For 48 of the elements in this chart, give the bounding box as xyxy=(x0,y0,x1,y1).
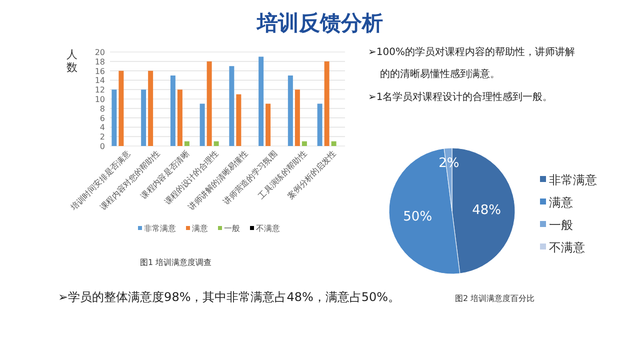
bar xyxy=(288,76,293,146)
legend-label: 满意 xyxy=(192,224,208,233)
bar xyxy=(177,90,182,146)
caption: 图1 培训满意度调查 xyxy=(140,258,212,267)
chart-title: 培训反馈分析 xyxy=(256,11,383,35)
bar xyxy=(206,61,212,146)
bar xyxy=(200,104,205,146)
y-tick-label: 8 xyxy=(100,104,105,114)
y-tick-label: 6 xyxy=(100,114,105,123)
bar xyxy=(324,61,330,146)
legend-label: 不满意 xyxy=(256,224,280,233)
legend-label: 一般 xyxy=(224,224,240,233)
bar xyxy=(236,94,242,146)
bar xyxy=(170,76,176,146)
legend-label: 一般 xyxy=(549,218,573,232)
bar xyxy=(148,70,154,146)
caption: 图2 培训满意度百分比 xyxy=(455,294,535,303)
legend-label: 满意 xyxy=(549,196,573,210)
y-tick-label: 16 xyxy=(94,66,105,76)
bar xyxy=(302,141,307,146)
bar xyxy=(141,90,146,146)
bar xyxy=(331,141,336,146)
y-axis-title: 人数 xyxy=(66,48,78,74)
y-tick-label: 4 xyxy=(100,123,105,132)
legend-label: 不满意 xyxy=(549,240,585,254)
legend-label: 非常满意 xyxy=(549,173,597,187)
y-tick-label: 12 xyxy=(94,86,105,95)
y-tick-label: 18 xyxy=(94,57,105,66)
y-tick-label: 2 xyxy=(100,132,105,142)
bar xyxy=(266,104,271,146)
y-tick-label: 20 xyxy=(94,48,105,57)
legend-label: 非常满意 xyxy=(144,224,176,233)
bar xyxy=(229,66,234,146)
text: ➢1名学员对课程设计的合理性感到一般。 xyxy=(368,91,553,103)
y-tick-label: 14 xyxy=(94,76,105,86)
bar xyxy=(184,141,190,146)
bar xyxy=(112,90,117,146)
text: ➢学员的整体满意度98%，其中非常满意占48%，满意占50%。 xyxy=(58,290,400,304)
text: ➢100%的学员对课程内容的帮助性，讲师讲解的的清晰易懂性感到满意。 xyxy=(368,46,575,80)
bar xyxy=(214,141,219,146)
y-tick-label: 0 xyxy=(100,142,105,151)
bar xyxy=(118,70,124,146)
bar xyxy=(317,104,322,146)
data-label: 50% xyxy=(403,209,432,224)
bar xyxy=(294,90,300,146)
y-tick-label: 10 xyxy=(94,95,105,104)
data-label: 48% xyxy=(472,202,502,218)
bar xyxy=(258,56,264,146)
